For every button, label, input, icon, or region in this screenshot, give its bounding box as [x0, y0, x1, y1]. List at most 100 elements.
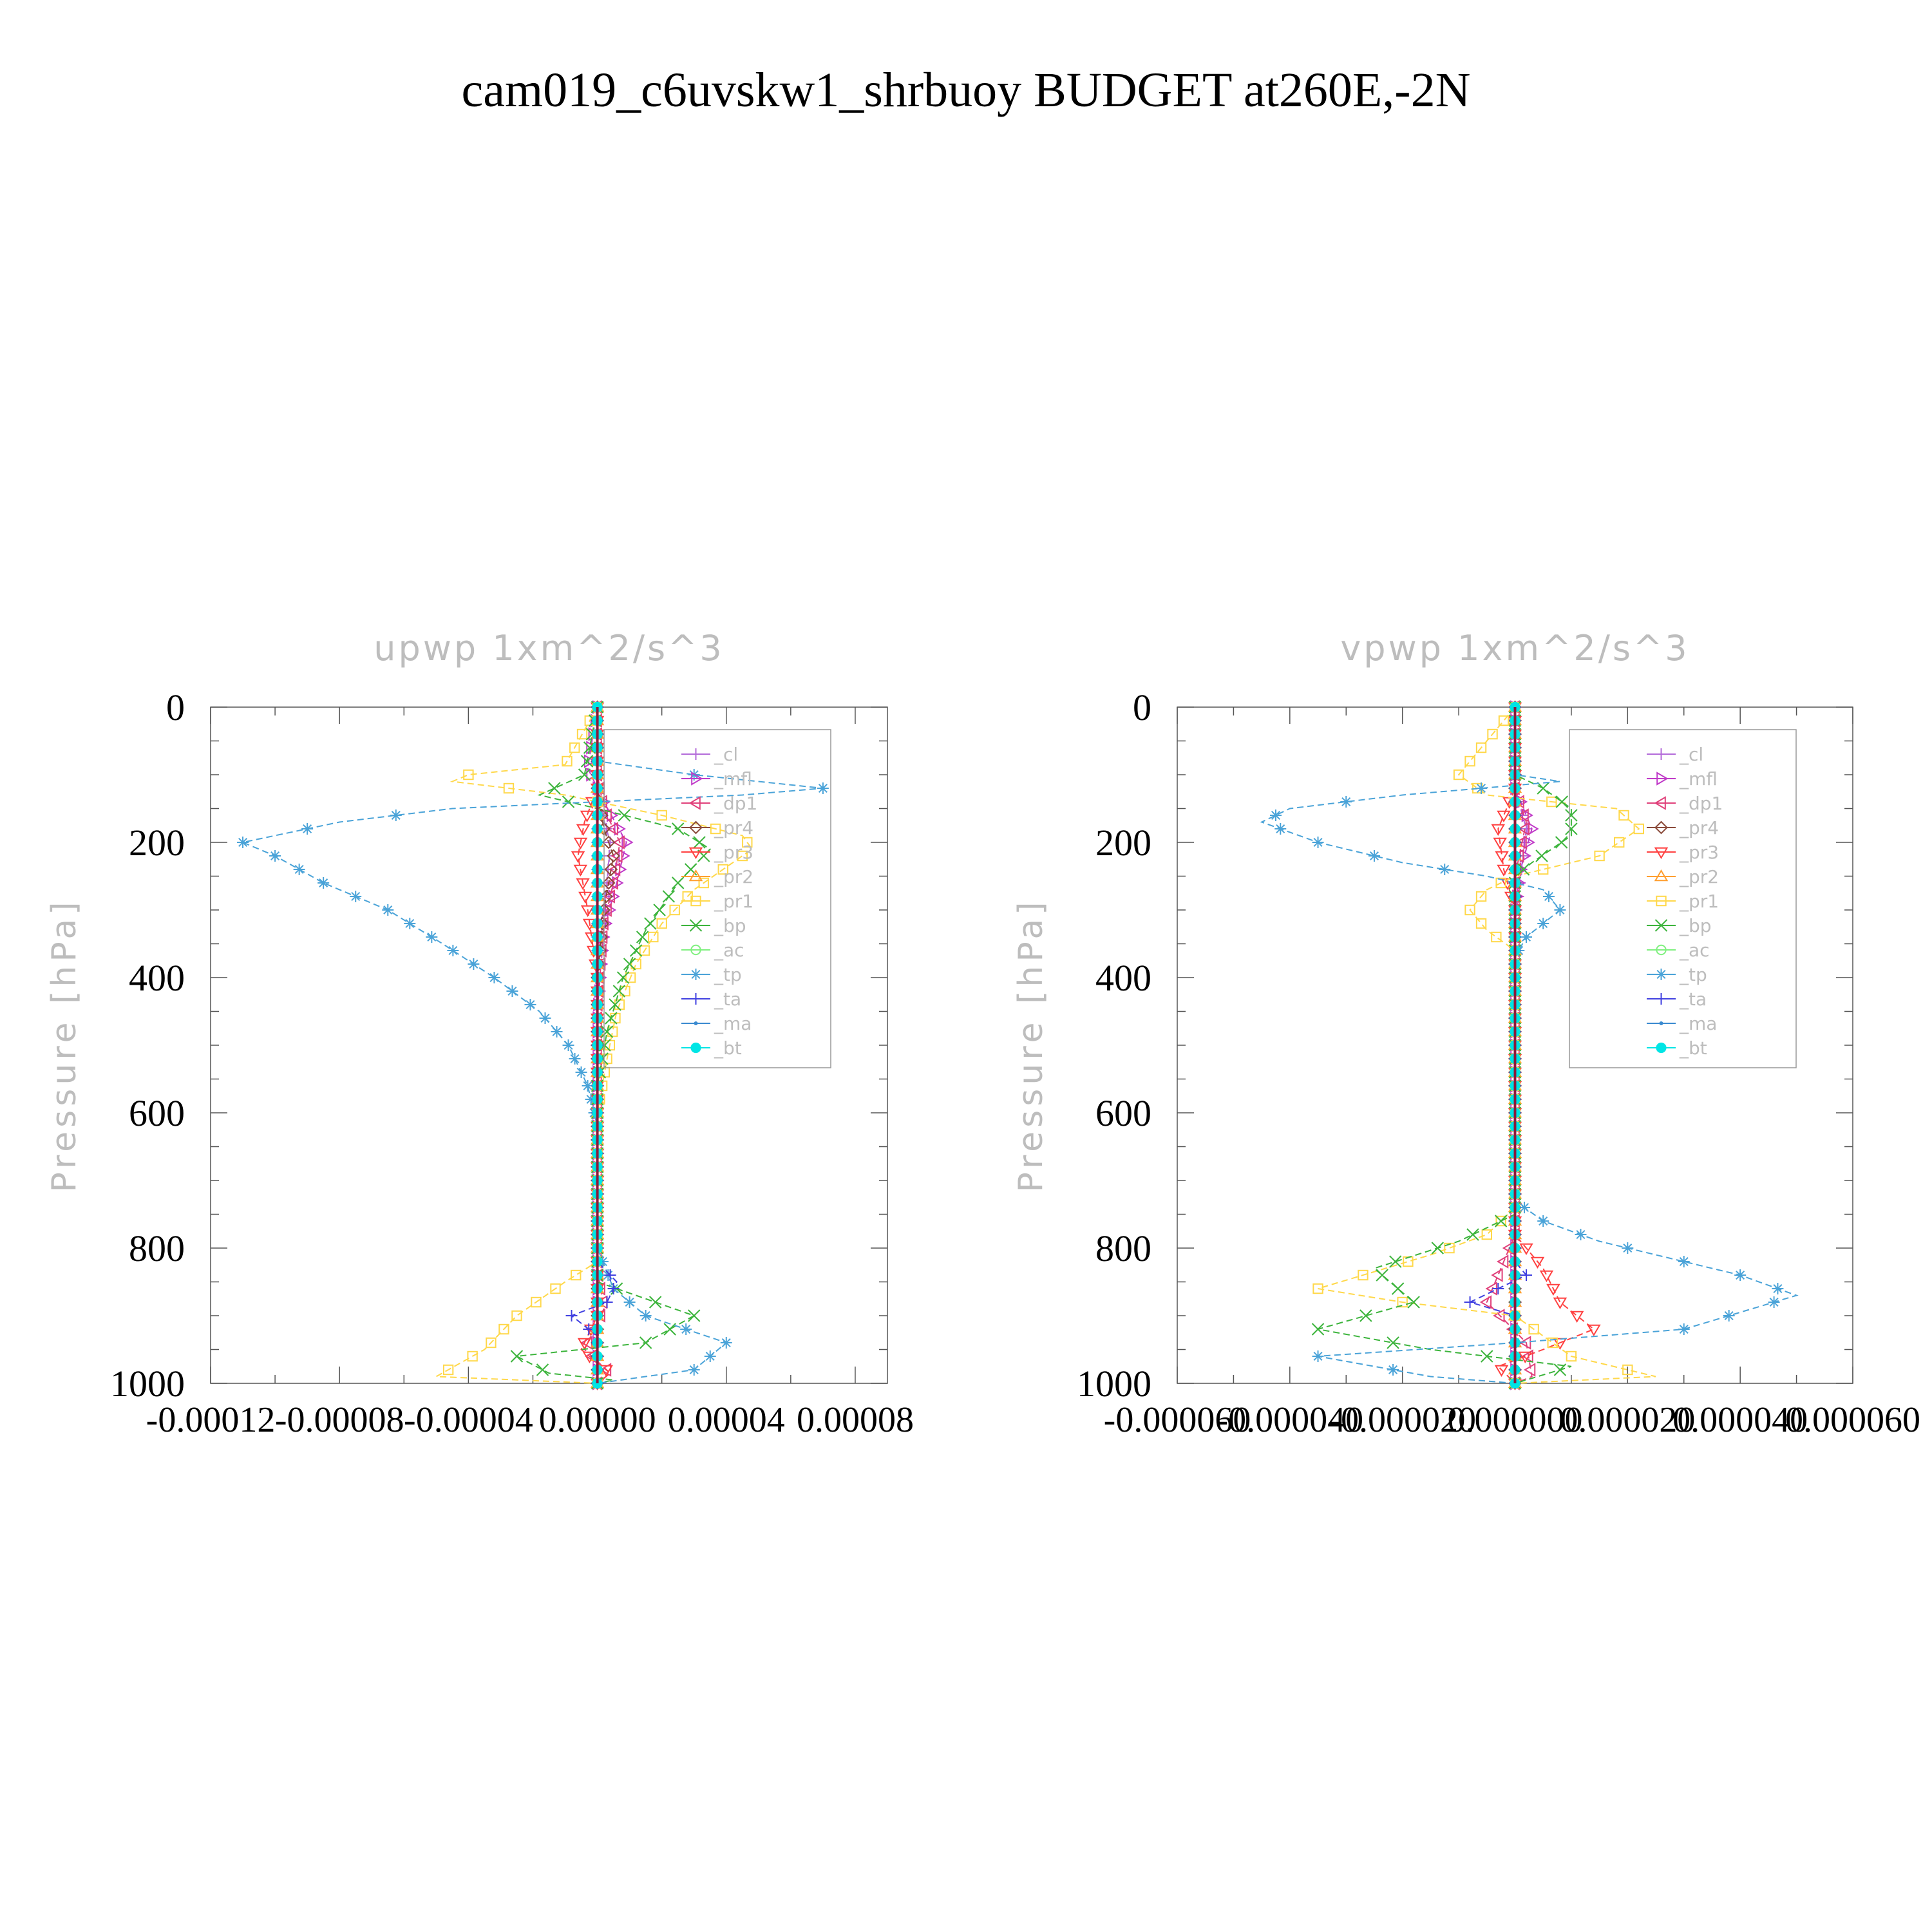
series-line-pr3 [1497, 707, 1595, 1384]
data-point [1520, 1269, 1532, 1281]
data-point [1565, 822, 1578, 835]
data-point [648, 931, 659, 943]
data-point [575, 1066, 587, 1078]
legend-marker-bt [1656, 1042, 1667, 1054]
legend-marker-pr2 [1654, 869, 1669, 882]
data-point [1444, 1242, 1455, 1254]
data-point [1528, 1323, 1539, 1335]
data-point [1523, 835, 1535, 849]
data-point [1475, 918, 1487, 929]
legend-marker-pr1 [1656, 895, 1667, 907]
data-point [1678, 1323, 1690, 1335]
data-point [1537, 1215, 1549, 1227]
data-point [576, 878, 590, 890]
data-point [614, 822, 626, 836]
data-point [1495, 851, 1509, 863]
data-point [680, 1323, 692, 1335]
y-tick-label: 200 [1095, 822, 1151, 864]
legend-marker-cl [1655, 748, 1667, 760]
data-point [1594, 850, 1605, 862]
data-point [1389, 1255, 1402, 1268]
data-point [293, 864, 305, 875]
x-tick-label: -0.00008 [275, 1400, 404, 1440]
data-point [1431, 1242, 1444, 1255]
data-point [621, 835, 634, 849]
legend-marker-mfl [691, 772, 703, 786]
data-point [576, 824, 591, 836]
data-point [468, 958, 480, 970]
legend-label-tp: _tp [714, 964, 742, 985]
legend-label-bt: _bt [714, 1037, 742, 1059]
data-point [548, 782, 561, 795]
data-point [580, 905, 595, 917]
data-point [636, 931, 649, 943]
data-point [1387, 1364, 1399, 1376]
data-point [1521, 808, 1533, 822]
data-point [237, 837, 249, 848]
legend-marker-pr3 [1654, 847, 1669, 859]
data-point [1475, 891, 1487, 902]
data-point [1527, 822, 1539, 836]
data-point [1274, 823, 1287, 835]
data-point [607, 1283, 620, 1294]
legend-label-ac: _ac [1679, 940, 1710, 961]
legend-marker-pr3 [688, 847, 703, 859]
data-point [301, 823, 314, 835]
data-point [698, 877, 709, 889]
data-point [578, 768, 591, 781]
data-point [688, 1364, 700, 1376]
data-point [623, 958, 636, 971]
data-point [1269, 810, 1282, 821]
y-tick-label: 600 [129, 1092, 185, 1134]
legend-label-tp: _tp [1679, 964, 1707, 985]
data-point [1538, 864, 1549, 875]
legend-marker-bt [690, 1042, 701, 1054]
data-point [467, 1350, 478, 1362]
data-point [562, 755, 573, 767]
data-point [649, 1296, 662, 1309]
legend-label-pr2: _pr2 [714, 866, 753, 887]
data-point [1340, 796, 1352, 808]
legend-marker-pr2 [688, 869, 703, 882]
data-point [562, 795, 575, 808]
data-point [573, 864, 588, 876]
legend-marker-tp [1655, 969, 1667, 980]
data-point [1569, 1311, 1584, 1323]
data-point [580, 810, 594, 822]
data-point [1368, 850, 1380, 862]
x-tick-label: -0.00012 [146, 1400, 276, 1440]
legend-label-pr4: _pr4 [1679, 817, 1719, 838]
data-point [488, 972, 500, 983]
data-point [1517, 822, 1530, 836]
data-point [601, 876, 616, 890]
legend-label-ma: _ma [714, 1013, 752, 1034]
data-point [717, 864, 728, 875]
data-point [600, 1025, 614, 1038]
data-point [582, 1080, 594, 1092]
data-point [625, 972, 636, 983]
data-point [1495, 877, 1506, 889]
data-point [1535, 849, 1548, 862]
data-point [539, 1012, 551, 1024]
data-point [577, 1338, 592, 1350]
legend-label-bp: _bp [1679, 915, 1712, 936]
data-point [601, 835, 616, 849]
data-point [1555, 795, 1569, 808]
data-point [1387, 1336, 1399, 1349]
data-point [1546, 796, 1557, 808]
data-point [629, 944, 643, 957]
y-tick-label: 1000 [1077, 1363, 1151, 1405]
y-tick-label: 0 [1133, 687, 1151, 728]
legend-marker-bp [1654, 919, 1668, 932]
data-point [1575, 1229, 1587, 1240]
data-point [1376, 1269, 1388, 1282]
data-point [1614, 837, 1625, 848]
data-point [1498, 715, 1510, 726]
data-point [1678, 1256, 1690, 1267]
data-point [669, 904, 680, 916]
data-point [671, 876, 685, 889]
x-tick-label: 0.00004 [668, 1400, 785, 1440]
data-point [616, 971, 630, 984]
data-point [1517, 863, 1530, 876]
